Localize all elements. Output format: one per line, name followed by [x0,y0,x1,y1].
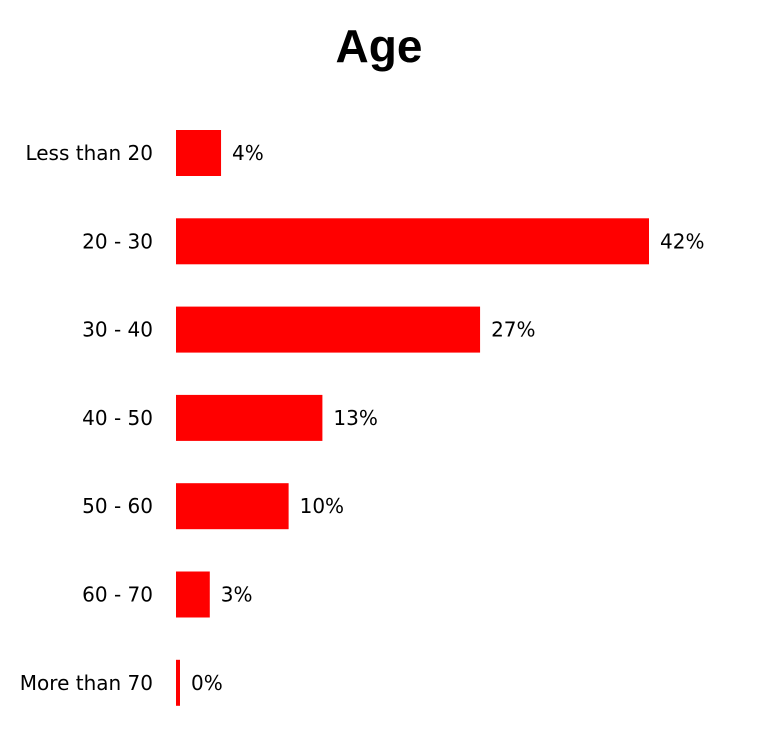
category-label-5: 60 - 70 [82,583,153,607]
value-label-6: 0% [191,671,223,695]
value-labels: 4% 42% 27% 13% 10% 3% 0% [191,141,704,695]
value-label-5: 3% [221,583,253,607]
bar-5 [176,571,210,618]
bar-1 [176,218,649,265]
chart-title: Age [336,20,423,72]
bar-0 [176,130,222,176]
value-label-2: 27% [491,318,535,342]
category-label-1: 20 - 30 [82,229,153,253]
category-labels: Less than 20 20 - 30 30 - 40 40 - 50 50 - 60… [20,141,153,695]
value-label-4: 10% [300,494,344,518]
category-label-2: 30 - 40 [82,318,153,342]
category-label-6: More than 70 [20,671,153,695]
bars-group [176,130,649,706]
category-label-4: 50 - 60 [82,494,153,518]
value-label-3: 13% [333,406,377,430]
value-label-1: 42% [660,229,704,253]
category-label-0: Less than 20 [25,141,153,165]
bar-6 [176,659,180,706]
value-label-0: 4% [232,141,264,165]
bar-2 [176,306,481,353]
bar-4 [176,483,289,530]
category-label-3: 40 - 50 [82,406,153,430]
bar-3 [176,394,323,441]
